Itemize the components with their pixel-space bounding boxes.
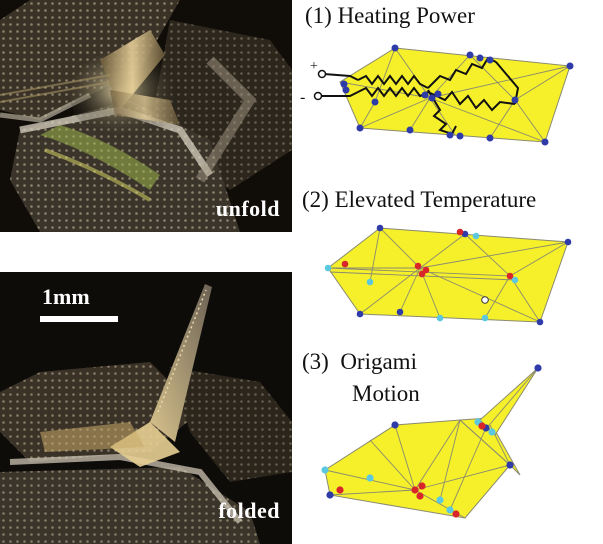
step-3-label: (3) Origami	[302, 349, 417, 374]
unfold-label: unfold	[215, 196, 280, 221]
step-2-label: (2) Elevated Temperature	[302, 187, 537, 212]
heating-power-diagram: + -	[300, 40, 600, 150]
elevated-temperature-diagram	[300, 222, 600, 332]
scale-bar-label: 1mm	[42, 284, 90, 309]
elevated-temperature-svg	[324, 224, 572, 326]
folded-label: folded	[218, 498, 280, 523]
origami-motion-svg	[321, 364, 542, 519]
folded-photo: 1mm folded	[0, 272, 292, 544]
plus-terminal: +	[310, 59, 318, 74]
step-3-label-line2: Motion	[352, 381, 420, 406]
step-1-label: (1) Heating Power	[305, 3, 475, 28]
unfold-photo: unfold	[0, 0, 292, 232]
heating-power-svg: + -	[300, 44, 574, 146]
origami-motion-diagram	[310, 360, 600, 530]
minus-terminal: -	[300, 89, 305, 106]
scale-bar	[40, 316, 118, 322]
